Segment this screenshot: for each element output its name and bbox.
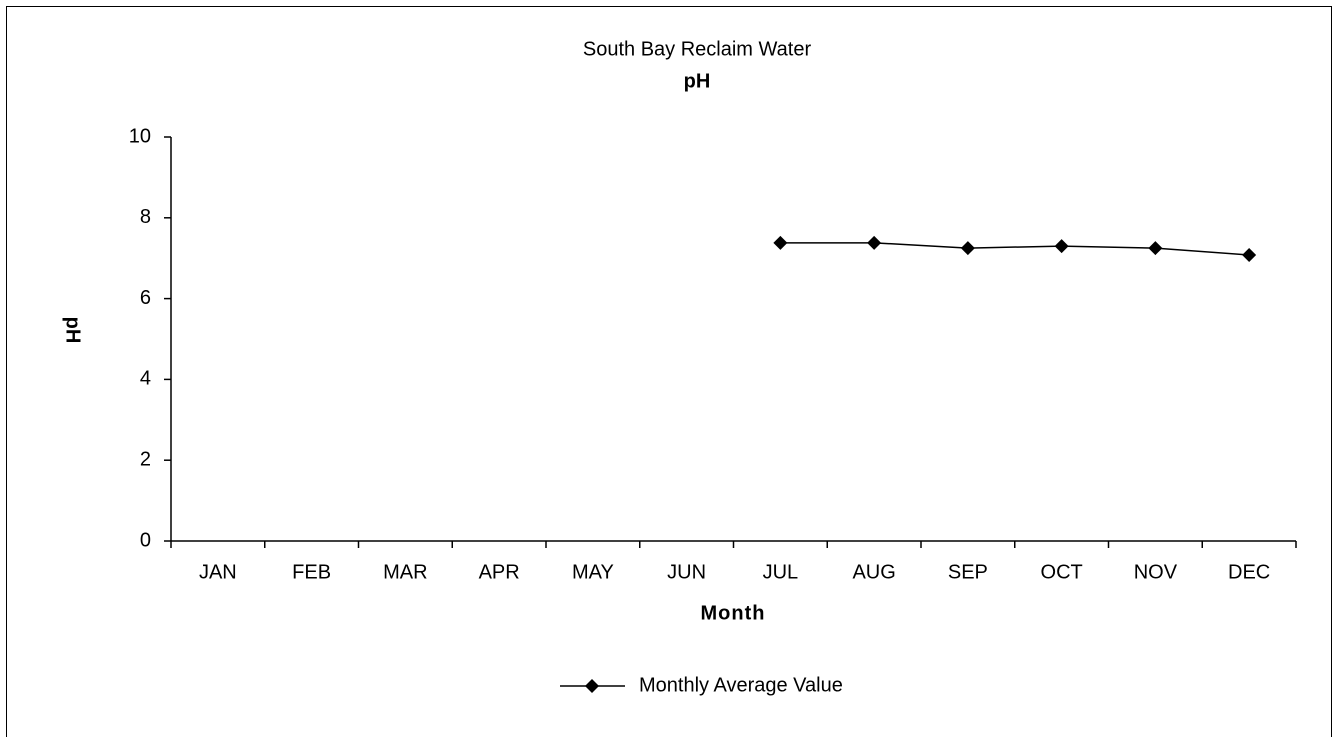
data-point xyxy=(773,235,788,250)
x-tick-label: FEB xyxy=(292,561,331,583)
x-tick-label: OCT xyxy=(1041,561,1083,583)
y-tick-label: 2 xyxy=(140,448,151,470)
data-point xyxy=(867,235,882,250)
y-tick-label: 8 xyxy=(140,206,151,228)
x-tick-label: MAY xyxy=(572,561,614,583)
x-axis-label: Month xyxy=(701,602,766,624)
x-tick-label: DEC xyxy=(1228,561,1270,583)
x-tick-label: JUN xyxy=(667,561,706,583)
legend-label: Monthly Average Value xyxy=(639,674,843,696)
x-tick-label: JUL xyxy=(763,561,799,583)
chart-title: South Bay Reclaim Water xyxy=(583,38,812,60)
chart-subtitle: pH xyxy=(684,70,711,92)
data-point xyxy=(960,241,975,256)
x-tick-label: NOV xyxy=(1134,561,1178,583)
data-point xyxy=(1148,241,1163,256)
y-axis-label: pH xyxy=(62,317,84,344)
x-tick-label: SEP xyxy=(948,561,988,583)
x-tick-label: MAR xyxy=(383,561,427,583)
data-point xyxy=(1242,247,1257,262)
y-tick-label: 0 xyxy=(140,529,151,551)
x-tick-label: APR xyxy=(479,561,520,583)
y-tick-label: 10 xyxy=(129,125,151,147)
x-tick-label: JAN xyxy=(199,561,237,583)
data-point xyxy=(1054,239,1069,254)
series-line xyxy=(780,242,1250,256)
x-tick-label: AUG xyxy=(852,561,895,583)
y-tick-label: 6 xyxy=(140,287,151,309)
legend-marker xyxy=(585,679,599,693)
chart-frame xyxy=(6,6,1332,737)
y-tick-label: 4 xyxy=(140,368,151,390)
